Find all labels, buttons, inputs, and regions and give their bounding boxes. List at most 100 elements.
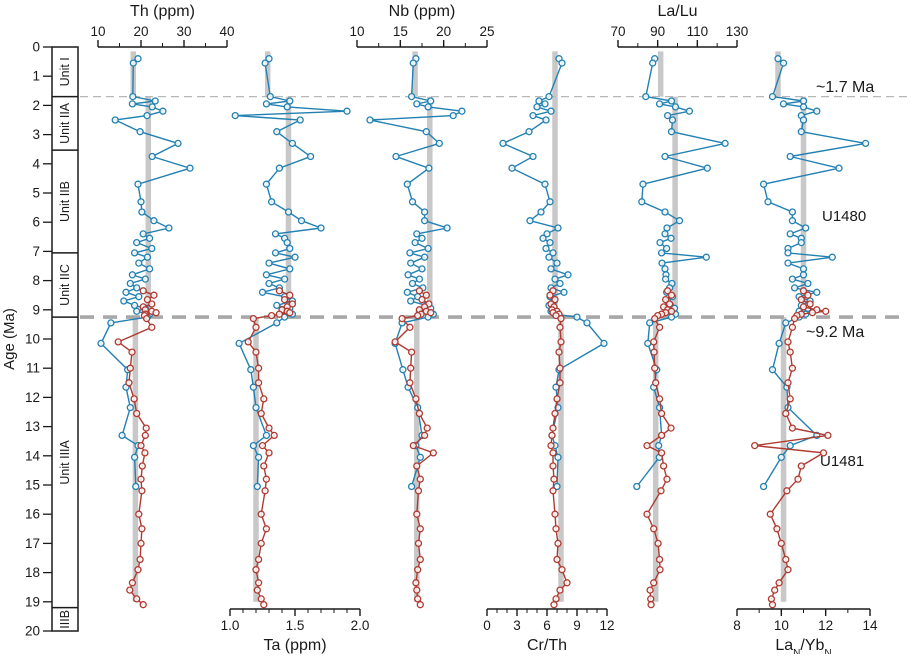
- data-point: [139, 287, 147, 295]
- data-point: [788, 217, 797, 225]
- data-point: [114, 338, 122, 346]
- data-point: [266, 92, 274, 101]
- data-point: [130, 453, 139, 461]
- data-point: [703, 164, 711, 172]
- data-point: [416, 525, 424, 533]
- data-point: [556, 323, 564, 331]
- label-U1480: U1480: [822, 208, 866, 225]
- data-point: [128, 348, 136, 356]
- data-point: [406, 323, 414, 331]
- tick-label-crth: 9: [573, 618, 581, 633]
- age-tick-label: 5: [32, 186, 40, 201]
- age-tick-label: 7: [32, 244, 40, 259]
- data-point: [786, 441, 794, 450]
- data-point: [143, 295, 152, 304]
- data-point: [668, 116, 677, 124]
- age-tick-label: 3: [32, 127, 40, 142]
- lalu-reference-bar: [672, 96, 678, 318]
- age-tick-label: 10: [25, 332, 40, 347]
- data-point: [638, 198, 646, 206]
- data-point: [120, 297, 128, 305]
- data-point: [407, 92, 416, 101]
- data-point: [813, 288, 821, 296]
- data-point: [254, 555, 263, 564]
- data-point: [258, 441, 267, 450]
- data-point: [784, 338, 792, 346]
- data-point: [556, 279, 564, 288]
- data-point: [799, 116, 808, 124]
- data-point: [797, 295, 805, 304]
- markers-U1481-nb: [391, 287, 437, 609]
- data-point: [539, 234, 547, 242]
- data-point: [790, 314, 799, 323]
- age-tick-label: 13: [25, 419, 40, 434]
- data-point: [545, 253, 553, 261]
- data-point: [427, 97, 435, 105]
- data-point: [655, 555, 664, 564]
- data-point: [659, 462, 668, 470]
- age-tick-label: 16: [25, 507, 40, 522]
- data-point: [420, 217, 429, 225]
- data-point: [126, 403, 134, 412]
- data-point: [643, 510, 651, 518]
- data-point: [822, 307, 830, 315]
- data-point: [650, 579, 658, 587]
- data-point: [554, 539, 562, 548]
- data-point: [651, 364, 659, 372]
- age-tick-label: 8: [32, 273, 40, 288]
- unit-column-frame: [51, 46, 79, 632]
- data-point: [542, 116, 550, 124]
- data-point: [130, 395, 138, 403]
- data-point: [788, 424, 797, 432]
- data-point: [799, 271, 808, 279]
- data-point: [646, 586, 654, 594]
- data-point: [551, 510, 559, 518]
- data-point: [427, 309, 435, 317]
- data-point: [128, 271, 137, 279]
- data-point: [132, 482, 140, 491]
- data-point: [797, 128, 805, 136]
- data-point: [661, 265, 669, 273]
- data-point: [275, 164, 284, 172]
- age-tick-label: 9: [32, 302, 40, 317]
- data-point: [257, 539, 265, 548]
- data-point: [573, 313, 581, 321]
- axis-title-lanyb: LaN/YbN: [775, 637, 831, 654]
- data-point: [134, 180, 142, 188]
- data-series: [97, 55, 870, 609]
- data-point: [252, 323, 260, 331]
- data-point: [265, 259, 273, 267]
- data-point: [286, 97, 294, 105]
- data-point: [552, 525, 560, 533]
- data-point: [134, 566, 142, 574]
- data-point: [414, 539, 423, 548]
- nb-reference-bar: [412, 51, 418, 97]
- data-point: [414, 566, 422, 574]
- data-point: [541, 180, 549, 188]
- data-point: [133, 307, 141, 315]
- data-point: [777, 539, 785, 548]
- data-point: [788, 364, 797, 372]
- tick-label-lanyb: 10: [774, 618, 789, 633]
- data-point: [806, 300, 814, 308]
- label-U1481: U1481: [820, 453, 864, 470]
- data-point: [644, 339, 652, 348]
- data-point: [262, 180, 271, 188]
- data-point: [252, 348, 260, 356]
- data-point: [788, 275, 797, 283]
- data-point: [408, 279, 417, 288]
- data-point: [414, 487, 423, 495]
- data-point: [685, 107, 694, 115]
- data-point: [126, 279, 134, 288]
- data-point: [137, 539, 145, 548]
- data-point: [420, 431, 429, 440]
- data-point: [267, 198, 276, 206]
- data-point: [799, 303, 808, 311]
- data-point: [286, 265, 294, 273]
- data-point: [284, 208, 293, 216]
- data-point: [642, 92, 650, 101]
- lalu-reference-bar: [652, 317, 659, 602]
- data-point: [667, 307, 676, 315]
- data-point: [288, 139, 297, 148]
- tick-label-nb: 10: [349, 24, 364, 39]
